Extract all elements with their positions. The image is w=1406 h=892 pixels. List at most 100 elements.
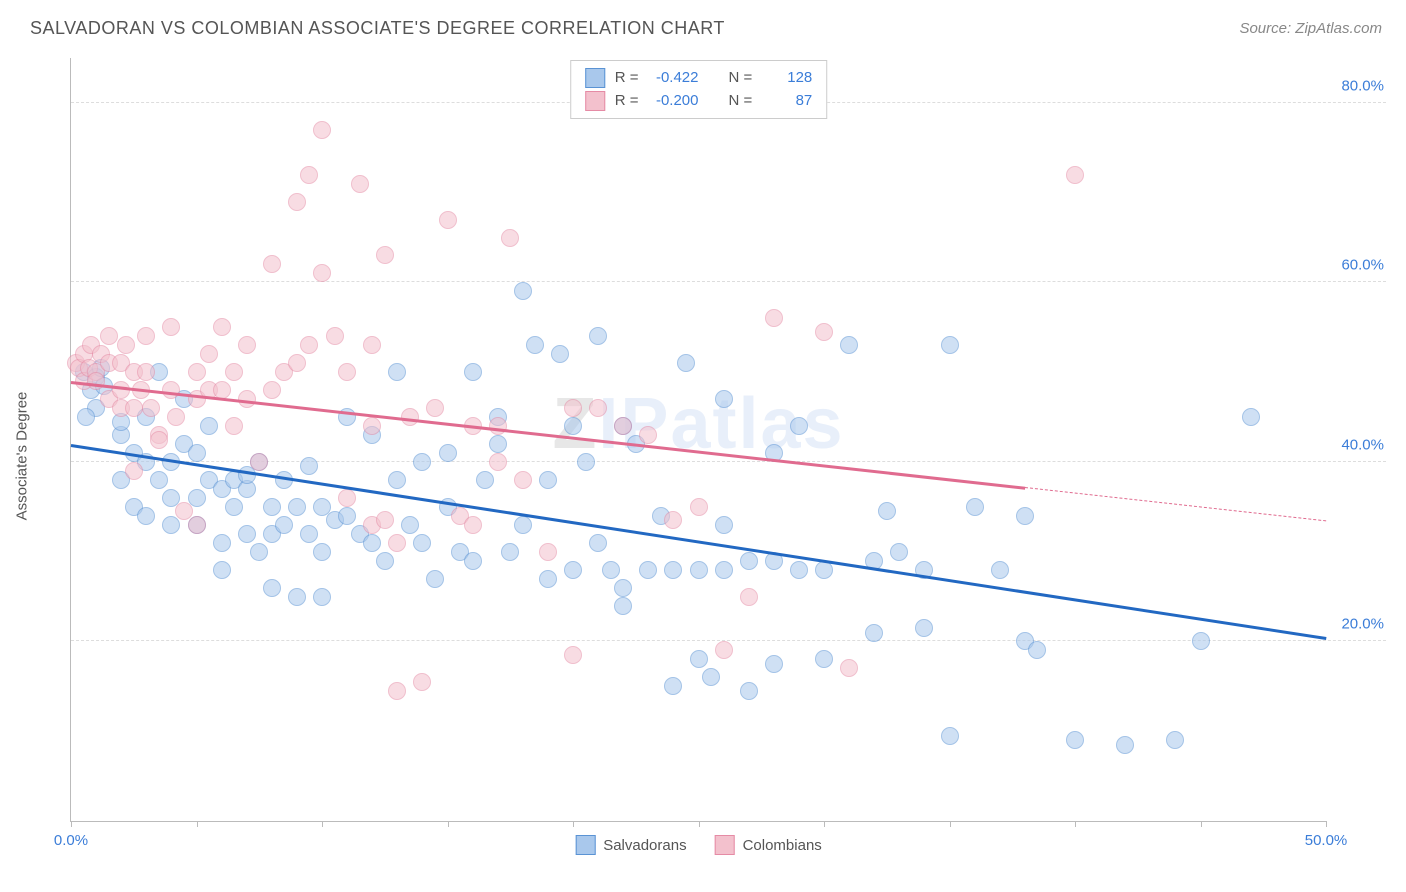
data-point [77, 408, 95, 426]
data-point [514, 516, 532, 534]
data-point [388, 363, 406, 381]
data-point [388, 534, 406, 552]
x-tick [1326, 821, 1327, 827]
data-point [150, 471, 168, 489]
data-point [664, 677, 682, 695]
data-point [1028, 641, 1046, 659]
data-point [464, 363, 482, 381]
data-point [740, 682, 758, 700]
data-point [1166, 731, 1184, 749]
x-tick [71, 821, 72, 827]
stats-legend: R =-0.422N =128R =-0.200N =87 [570, 60, 828, 119]
data-point [539, 543, 557, 561]
data-point [351, 175, 369, 193]
trend-line [1025, 487, 1326, 521]
data-point [162, 318, 180, 336]
data-point [112, 381, 130, 399]
gridline [71, 461, 1386, 462]
data-point [1192, 632, 1210, 650]
x-tick [1075, 821, 1076, 827]
data-point [125, 399, 143, 417]
data-point [300, 525, 318, 543]
data-point [288, 498, 306, 516]
x-tick [950, 821, 951, 827]
data-point [715, 516, 733, 534]
x-tick [448, 821, 449, 827]
data-point [539, 570, 557, 588]
data-point [740, 552, 758, 570]
y-axis-label: Associate's Degree [14, 392, 31, 521]
data-point [1066, 731, 1084, 749]
data-point [501, 543, 519, 561]
data-point [388, 471, 406, 489]
data-point [915, 619, 933, 637]
data-point [577, 453, 595, 471]
data-point [401, 516, 419, 534]
data-point [313, 121, 331, 139]
data-point [413, 453, 431, 471]
data-point [376, 511, 394, 529]
data-point [715, 390, 733, 408]
data-point [589, 534, 607, 552]
data-point [815, 650, 833, 668]
data-point [439, 444, 457, 462]
y-tick-label: 80.0% [1341, 77, 1384, 94]
data-point [137, 363, 155, 381]
data-point [313, 543, 331, 561]
data-point [300, 336, 318, 354]
data-point [150, 431, 168, 449]
data-point [188, 444, 206, 462]
data-point [551, 345, 569, 363]
data-point [539, 471, 557, 489]
data-point [1242, 408, 1260, 426]
data-point [941, 336, 959, 354]
x-tick [1201, 821, 1202, 827]
data-point [865, 624, 883, 642]
data-point [426, 570, 444, 588]
data-point [639, 561, 657, 579]
legend-item: Colombians [715, 835, 822, 855]
data-point [338, 489, 356, 507]
data-point [464, 552, 482, 570]
chart-source: Source: ZipAtlas.com [1239, 20, 1382, 37]
data-point [363, 534, 381, 552]
data-point [489, 417, 507, 435]
data-point [790, 417, 808, 435]
data-point [100, 327, 118, 345]
data-point [263, 498, 281, 516]
data-point [501, 229, 519, 247]
data-point [413, 534, 431, 552]
data-point [790, 561, 808, 579]
data-point [413, 673, 431, 691]
x-tick-label: 50.0% [1305, 832, 1348, 849]
y-tick-label: 20.0% [1341, 616, 1384, 633]
y-tick-label: 60.0% [1341, 257, 1384, 274]
data-point [363, 417, 381, 435]
data-point [614, 579, 632, 597]
data-point [765, 309, 783, 327]
data-point [690, 498, 708, 516]
x-tick-label: 0.0% [54, 832, 88, 849]
data-point [890, 543, 908, 561]
series-legend: Salvadorans Colombians [575, 835, 822, 855]
data-point [840, 659, 858, 677]
data-point [313, 264, 331, 282]
data-point [137, 507, 155, 525]
data-point [142, 399, 160, 417]
legend-swatch [585, 68, 605, 88]
data-point [702, 668, 720, 686]
data-point [1116, 736, 1134, 754]
data-point [213, 318, 231, 336]
data-point [200, 345, 218, 363]
x-tick [573, 821, 574, 827]
data-point [602, 561, 620, 579]
stats-row: R =-0.422N =128 [585, 67, 813, 90]
data-point [476, 471, 494, 489]
data-point [213, 534, 231, 552]
data-point [250, 453, 268, 471]
legend-label: Salvadorans [603, 837, 686, 854]
data-point [288, 588, 306, 606]
data-point [87, 372, 105, 390]
data-point [250, 543, 268, 561]
data-point [313, 588, 331, 606]
